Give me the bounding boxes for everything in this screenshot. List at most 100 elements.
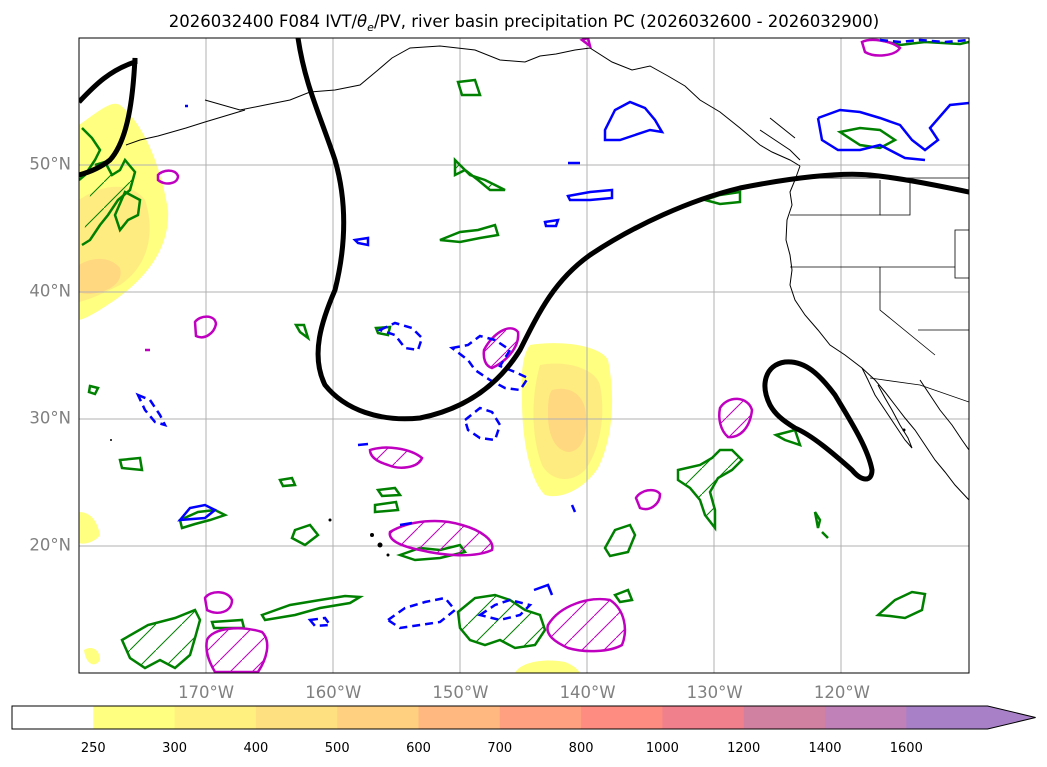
magenta-contour-2 — [193, 315, 218, 339]
blue-dashed-contour-6 — [476, 598, 533, 622]
x-tick-label: 130°W — [687, 683, 743, 702]
ivt-fill-southwest — [79, 512, 100, 544]
colorbar-swatch — [255, 706, 338, 729]
border-id — [880, 180, 969, 279]
green-contour-north-2 — [453, 156, 506, 192]
islands — [110, 428, 906, 557]
y-tick-label: 40°N — [29, 282, 71, 301]
colorbar: 250 300 400 500 600 700 800 1000 1200 14… — [11, 705, 1036, 756]
coastline-alaska — [204, 45, 801, 167]
magenta-contour-7 — [388, 519, 494, 557]
colorbar-swatch — [825, 706, 907, 729]
x-tick-label: 170°W — [178, 683, 234, 702]
x-tick-label: 150°W — [432, 683, 488, 702]
green-contour-south-2 — [118, 456, 144, 472]
y-tick-label: 30°N — [29, 409, 71, 428]
colorbar-swatch — [418, 706, 501, 729]
coastline-mexico — [919, 379, 969, 451]
coastline-bc-islands — [759, 117, 801, 161]
colorbar-label: 600 — [406, 741, 431, 756]
magenta-contour-6 — [634, 488, 662, 511]
colorbar-label: 1600 — [890, 741, 923, 756]
y-tick-label: 50°N — [29, 155, 71, 174]
colorbar-label: 1400 — [808, 741, 841, 756]
magenta-contours — [145, 38, 902, 673]
green-contour-band — [260, 594, 365, 622]
blue-contours — [177, 100, 969, 596]
green-contour-se-3 — [613, 588, 634, 604]
colorbar-label: 400 — [243, 741, 268, 756]
blue-contour-6 — [816, 101, 969, 162]
colorbar-swatch — [174, 706, 257, 729]
blue-dashed-contour-2 — [448, 334, 530, 392]
colorbar-outline — [11, 705, 1036, 730]
green-contour-mid-1 — [439, 223, 500, 244]
magenta-contour-4 — [718, 397, 754, 439]
colorbar-swatch — [743, 706, 826, 729]
coastline-aleutians — [125, 109, 246, 146]
colorbar-swatches — [12, 706, 1036, 729]
ivt-fill-central — [521, 343, 613, 497]
plot-frame — [78, 37, 970, 674]
colorbar-swatch — [662, 706, 745, 729]
colorbar-swatch — [337, 706, 420, 729]
y-axis-tick-labels: 50°N 40°N 30°N 20°N — [29, 155, 71, 555]
blue-contour-5 — [352, 236, 370, 247]
colorbar-label: 250 — [81, 741, 106, 756]
x-tick-label: 160°W — [305, 683, 361, 702]
blue-contour-2 — [566, 188, 614, 202]
blue-dashed-contour-4 — [135, 392, 168, 428]
green-contour-se-2 — [813, 511, 829, 539]
green-contour-south-4 — [278, 476, 297, 488]
magenta-contour-9 — [205, 627, 269, 673]
pv-contours — [79, 38, 969, 482]
x-tick-label: 120°W — [814, 683, 870, 702]
coastline-west-coast — [785, 165, 969, 501]
green-contour-south-5 — [290, 523, 320, 547]
border-us-mexico — [869, 377, 969, 403]
green-contour-west-2 — [81, 157, 137, 247]
colorbar-swatch — [93, 706, 176, 729]
coastline-baja — [861, 367, 913, 449]
colorbar-label: 1200 — [727, 741, 760, 756]
magenta-contour-11 — [860, 38, 902, 57]
blue-contour-3 — [543, 218, 560, 228]
blue-contour-8 — [357, 442, 369, 447]
magenta-contour-10 — [546, 597, 627, 653]
colorbar-swatch — [499, 706, 582, 729]
pv-contour-loop — [762, 359, 875, 482]
x-axis-tick-labels: 170°W 160°W 150°W 140°W 130°W 120°W — [178, 683, 870, 702]
blue-dashed-contour-5 — [385, 596, 457, 630]
y-tick-label: 20°N — [29, 536, 71, 555]
magenta-contour-1 — [156, 169, 180, 185]
green-contour-sw-big — [120, 608, 202, 670]
colorbar-swatch — [12, 706, 94, 729]
green-contour-ne-1 — [836, 126, 898, 150]
colorbar-labels: 250 300 400 500 600 700 800 1000 1200 14… — [81, 741, 923, 756]
pv-contour-main — [295, 38, 969, 422]
ivt-fill-bottom-left — [84, 648, 100, 665]
blue-contour-9 — [399, 521, 413, 527]
green-contour-mid-3 — [293, 323, 311, 342]
coastlines — [125, 45, 969, 501]
ivt-fill-central-400 — [548, 388, 587, 452]
colorbar-swatch — [581, 706, 663, 729]
magenta-contour-8 — [203, 591, 234, 614]
colorbar-extend-arrow — [906, 706, 1036, 729]
colorbar-label: 300 — [162, 741, 187, 756]
colorbar-label: 1000 — [646, 741, 679, 756]
x-tick-label: 140°W — [560, 683, 616, 702]
blue-dashed-contour-8 — [879, 38, 969, 44]
chart-title: 2026032400 F084 IVT/θe/PV, river basin p… — [169, 12, 879, 34]
magenta-contour-12 — [579, 38, 593, 50]
blue-dashed-contour-1 — [376, 321, 424, 352]
ivt-fill-west-400 — [79, 258, 121, 294]
blue-dashed-contours — [135, 38, 969, 630]
plot-background — [79, 38, 969, 673]
blue-contour-1 — [603, 100, 665, 142]
green-contour-se-1 — [874, 590, 927, 620]
colorbar-label: 800 — [569, 741, 594, 756]
gridlines — [79, 38, 969, 673]
pv-contour-north-west — [79, 57, 138, 178]
